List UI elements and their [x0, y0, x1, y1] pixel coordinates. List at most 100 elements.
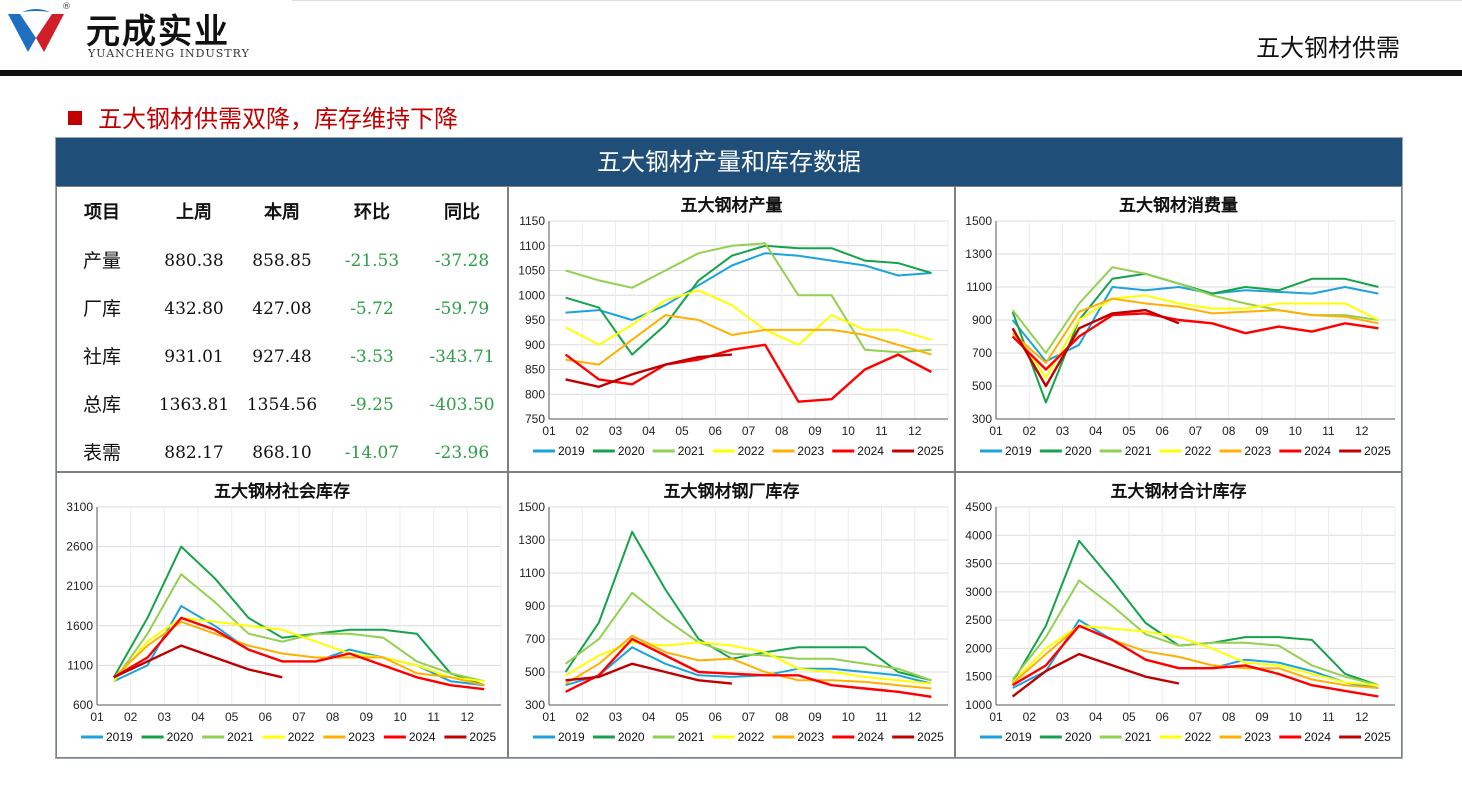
x-tick-label: 05 [675, 710, 689, 724]
y-tick-label: 1300 [518, 533, 545, 547]
table-cell: -59.79 [434, 299, 490, 319]
x-tick-label: 05 [225, 710, 239, 724]
table-header-cell: 项目 [84, 202, 120, 223]
legend-label: 2022 [288, 730, 315, 744]
y-tick-label: 300 [525, 698, 545, 712]
x-tick-label: 04 [1089, 424, 1103, 438]
x-tick-label: 05 [1122, 710, 1136, 724]
legend-label: 2022 [738, 730, 765, 744]
table-cell: -403.50 [429, 395, 495, 415]
chart-title: 五大钢材合计库存 [1111, 481, 1247, 501]
x-tick-label: 06 [259, 710, 273, 724]
x-tick-label: 06 [709, 424, 723, 438]
chart-title: 五大钢材消费量 [1119, 195, 1238, 215]
x-tick-label: 08 [326, 710, 340, 724]
x-tick-label: 03 [158, 710, 172, 724]
legend-label: 2024 [857, 444, 884, 458]
x-tick-label: 04 [642, 424, 656, 438]
y-tick-label: 1100 [67, 658, 93, 672]
legend-label: 2019 [558, 444, 585, 458]
chart-title: 五大钢材产量 [681, 195, 783, 215]
table-cell: -21.53 [344, 251, 400, 271]
y-tick-label: 1150 [519, 214, 545, 228]
series-line-2024 [113, 616, 485, 691]
y-tick-label: 2500 [965, 613, 992, 627]
header-divider [0, 70, 1462, 76]
registered-mark: ® [62, 2, 71, 12]
x-tick-label: 09 [808, 710, 822, 724]
y-tick-label: 600 [73, 698, 93, 712]
x-tick-label: 12 [1355, 710, 1369, 724]
legend-label: 2024 [409, 730, 436, 744]
social-inventory-chart: 五大钢材社会库存 600 1100 1600 2100 2600 3100 01 02 03 04 0… [66, 481, 502, 744]
table-cell: 厂库 [82, 298, 121, 320]
y-tick-label: 900 [972, 313, 992, 327]
series-line-2020 [565, 244, 932, 356]
logo-english: YUANCHENG INDUSTRY [88, 47, 250, 60]
x-tick-label: 11 [1322, 424, 1335, 438]
x-tick-label: 06 [1156, 424, 1170, 438]
x-tick-label: 05 [675, 424, 689, 438]
series-line-2025 [1011, 652, 1180, 698]
mill-inventory-chart-cell: 五大钢材钢厂库存 300 500 700 900 1100 1300 1500 01 02 03 04… [508, 472, 955, 758]
table-cell: 868.10 [252, 443, 312, 463]
series-line-2023 [1011, 624, 1379, 689]
y-tick-label: 1300 [965, 247, 992, 261]
x-tick-label: 03 [609, 424, 623, 438]
table-header-cell: 本周 [264, 202, 300, 223]
legend-label: 2025 [1364, 444, 1391, 458]
legend-label: 2024 [857, 730, 884, 744]
logo-chinese: 元成实业 [86, 12, 230, 52]
summary-table-cell: 项目 上周 本周 环比 同比 产量 880.38 858.85 -21.53 -37.28 厂库 43… [56, 186, 508, 472]
series-line-2023 [1011, 297, 1379, 364]
page-title: 五大钢材供需 [1256, 34, 1400, 62]
header-top-rule [292, 0, 1462, 1]
total-inventory-chart: 五大钢材合计库存 1000 1500 2000 2500 3000 3500 4000 4500… [965, 481, 1396, 744]
table-header-cell: 上周 [176, 202, 212, 223]
x-tick-label: 08 [1222, 710, 1236, 724]
x-tick-label: 09 [1255, 424, 1269, 438]
table-row: 总库 1363.81 1354.56 -9.25 -403.50 [57, 381, 507, 429]
production-chart-cell: 五大钢材产量 750 800 850 900 950 1000 1050 1100 1150 01 0… [508, 186, 955, 472]
series-line-2022 [1011, 294, 1379, 379]
table-cell: 927.48 [252, 347, 312, 367]
x-tick-label: 07 [1189, 424, 1203, 438]
table-header-cell: 同比 [444, 202, 480, 223]
table-cell: 882.17 [164, 443, 224, 463]
x-tick-label: 06 [709, 710, 723, 724]
legend-label: 2024 [1304, 444, 1331, 458]
x-tick-label: 05 [1122, 424, 1136, 438]
total-inventory-chart-cell: 五大钢材合计库存 1000 1500 2000 2500 3000 3500 4000 4500… [955, 472, 1402, 758]
y-tick-label: 1100 [966, 280, 992, 294]
x-tick-label: 10 [1289, 710, 1303, 724]
x-tick-label: 12 [908, 710, 922, 724]
y-tick-label: 1100 [519, 566, 545, 580]
y-tick-label: 1600 [66, 619, 93, 633]
x-tick-label: 11 [427, 710, 440, 724]
y-tick-label: 850 [525, 363, 545, 377]
production-chart: 五大钢材产量 750 800 850 900 950 1000 1050 1100 1150 01 0… [518, 195, 949, 458]
x-tick-label: 02 [576, 710, 590, 724]
series-line-2021 [565, 591, 932, 682]
legend-label: 2020 [618, 444, 645, 458]
y-tick-label: 900 [525, 599, 545, 613]
x-tick-label: 11 [875, 710, 888, 724]
table-cell: -3.53 [350, 347, 394, 367]
x-tick-label: 03 [1056, 710, 1070, 724]
y-tick-label: 1500 [965, 214, 992, 228]
x-tick-label: 11 [875, 424, 888, 438]
table-row: 厂库 432.80 427.08 -5.72 -59.79 [57, 285, 507, 333]
y-tick-label: 2000 [965, 641, 992, 655]
y-tick-label: 3000 [965, 585, 992, 599]
legend-label: 2019 [1005, 444, 1032, 458]
x-tick-label: 10 [842, 424, 856, 438]
series-line-2025 [565, 353, 732, 389]
y-tick-label: 1500 [965, 670, 992, 684]
table-cell: 社库 [82, 346, 121, 368]
x-tick-label: 04 [191, 710, 205, 724]
y-tick-label: 2100 [66, 579, 93, 593]
x-tick-label: 01 [542, 424, 556, 438]
x-tick-label: 02 [1023, 710, 1037, 724]
table-cell: -9.25 [350, 395, 394, 415]
legend-label: 2022 [1185, 444, 1212, 458]
